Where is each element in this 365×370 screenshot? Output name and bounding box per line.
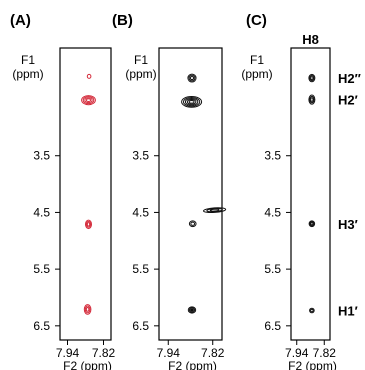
contour-ring [86,307,89,311]
plot-frame [291,48,330,340]
cross-peak [182,96,202,107]
y-tick-label: 6.5 [264,319,281,333]
cross-peak [309,74,315,81]
contour-ring [311,309,314,312]
cross-peak [188,307,195,313]
cross-peak [84,305,91,315]
contour-ring [87,223,89,226]
assignment-label: H2″ [338,71,361,86]
contour-ring [87,74,91,78]
contour-ring [311,77,313,80]
contour-ring [191,309,194,311]
panel-label: (C) [246,12,267,29]
x-tick-label: 7.94 [56,346,80,360]
contour-ring [191,222,195,225]
x-axis-label: F2 (ppm) [63,359,112,370]
x-tick-label: 7.82 [92,346,116,360]
cross-peak [309,95,315,104]
cross-peak [310,308,315,313]
y-tick-label: 4.5 [264,205,281,219]
contour-ring [311,98,313,102]
y-tick-label: 5.5 [33,262,50,276]
x-axis-label: F2 (ppm) [288,359,337,370]
plot-frame [159,48,222,340]
y-axis-label-line1: F1 [21,53,35,67]
y-axis-label-line2: (ppm) [125,67,156,81]
y-tick-label: 4.5 [33,205,50,219]
assignment-label: H2′ [338,93,358,108]
cross-peak [87,74,91,78]
y-tick-label: 3.5 [264,149,281,163]
contour-ring [86,99,90,102]
column-label: H8 [302,32,319,47]
x-tick-label: 7.94 [285,346,309,360]
contour-ring [311,223,313,225]
y-tick-label: 4.5 [132,205,149,219]
assignment-label: H3′ [338,217,358,232]
assignment-label: H1′ [338,304,358,319]
cross-peak [309,221,315,227]
y-tick-label: 5.5 [132,262,149,276]
cross-peak [188,74,196,82]
y-axis-label-line2: (ppm) [12,67,43,81]
contour-ring [190,76,193,79]
cross-peak [189,221,196,227]
cross-peak [82,96,96,105]
y-tick-label: 6.5 [132,319,149,333]
plot-frame [60,48,111,340]
x-tick-label: 7.94 [157,346,181,360]
y-axis-label-line2: (ppm) [241,67,272,81]
y-tick-label: 6.5 [33,319,50,333]
x-tick-label: 7.82 [313,346,337,360]
contour-ring [189,101,194,104]
x-tick-label: 7.82 [201,346,225,360]
y-tick-label: 3.5 [33,149,50,163]
cross-peak [86,220,92,229]
y-axis-label-line1: F1 [134,53,148,67]
panel-label: (A) [10,12,31,29]
contour-ring [210,209,219,211]
y-tick-label: 5.5 [264,262,281,276]
y-axis-label-line1: F1 [250,53,264,67]
x-axis-label: F2 (ppm) [168,359,217,370]
panel-label: (B) [112,12,133,29]
y-tick-label: 3.5 [132,149,149,163]
